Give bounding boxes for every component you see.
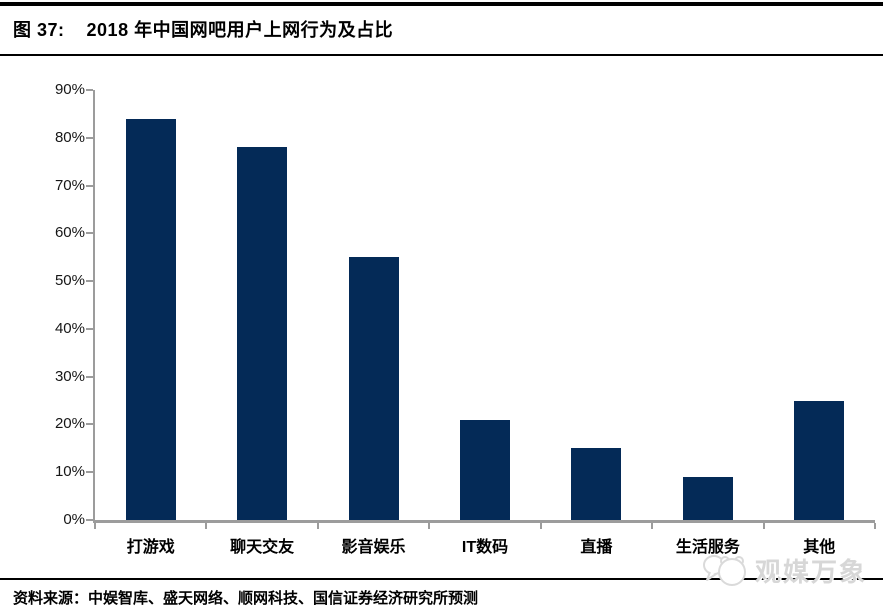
bar-影音娱乐 xyxy=(348,257,399,520)
y-axis-tick-label: 20% xyxy=(54,415,85,433)
y-axis-tick-label: 50% xyxy=(54,272,85,290)
y-axis-tick xyxy=(86,519,93,521)
y-axis-tick-label: 80% xyxy=(54,128,85,146)
bar-打游戏 xyxy=(125,118,176,520)
y-axis-tick-label: 0% xyxy=(63,511,85,528)
y-axis-tick xyxy=(86,471,93,474)
x-axis-tick xyxy=(762,523,765,529)
figure-number-label: 图 37: xyxy=(13,20,65,40)
watermark: 观媒万象 xyxy=(702,551,867,589)
x-axis-category-label: 直播 xyxy=(580,539,613,556)
x-axis-tick xyxy=(205,523,208,529)
y-axis-tick xyxy=(86,375,93,378)
watermark-text: 观媒万象 xyxy=(754,556,867,587)
x-axis-category-label: 其他 xyxy=(803,539,836,556)
x-axis-tick xyxy=(94,523,96,529)
figure-header: 图 37: 2018 年中国网吧用户上网行为及占比 xyxy=(13,16,393,42)
top-border-rule xyxy=(0,2,883,6)
source-text: 中娱智库、盛天网络、顺网科技、国信证券经济研究所预测 xyxy=(88,590,479,607)
x-axis-category-label: 生活服务 xyxy=(675,539,740,556)
watermark-logo-icon xyxy=(702,555,746,586)
x-axis-tick xyxy=(651,523,654,529)
bar-chart-plot-area: 0% 10% 20% 30% 40% 50% 60% 70% 80% 90% 打游戏 聊天交友 影音娱乐… xyxy=(55,81,876,556)
bar-直播 xyxy=(571,448,622,520)
x-axis-category-label: 影音娱乐 xyxy=(341,539,406,556)
y-axis-tick xyxy=(86,184,93,187)
y-axis-tick xyxy=(86,423,93,426)
bar-IT数码 xyxy=(460,419,510,520)
bar-聊天交友 xyxy=(237,147,288,520)
y-axis-tick-label: 90% xyxy=(54,81,85,98)
y-axis-tick xyxy=(86,280,93,283)
y-axis-tick-label: 30% xyxy=(54,367,85,385)
y-axis-tick-label: 10% xyxy=(54,463,85,481)
y-axis-tick-label: 40% xyxy=(54,319,85,337)
y-axis-tick xyxy=(86,232,93,235)
y-axis-tick xyxy=(86,136,93,139)
x-axis-tick xyxy=(874,523,876,529)
x-axis-category-label: IT数码 xyxy=(461,539,509,556)
x-axis-category-label: 聊天交友 xyxy=(230,539,295,556)
bar-其他 xyxy=(794,400,845,520)
title-divider-rule xyxy=(0,54,883,56)
figure-title: 2018 年中国网吧用户上网行为及占比 xyxy=(86,20,394,40)
bar-生活服务 xyxy=(682,477,733,520)
x-axis-tick xyxy=(428,523,431,529)
source-note: 资料来源：中娱智库、盛天网络、顺网科技、国信证券经济研究所预测 xyxy=(13,587,478,608)
source-divider-rule xyxy=(0,578,883,580)
x-axis-tick xyxy=(316,523,319,529)
source-label: 资料来源： xyxy=(13,590,89,607)
x-axis-tick xyxy=(539,523,542,529)
y-axis-tick xyxy=(86,89,93,91)
y-axis-tick-label: 60% xyxy=(54,224,85,242)
x-axis-category-label: 打游戏 xyxy=(126,539,175,556)
y-axis-tick xyxy=(86,327,93,330)
y-axis-tick-label: 70% xyxy=(54,176,85,194)
